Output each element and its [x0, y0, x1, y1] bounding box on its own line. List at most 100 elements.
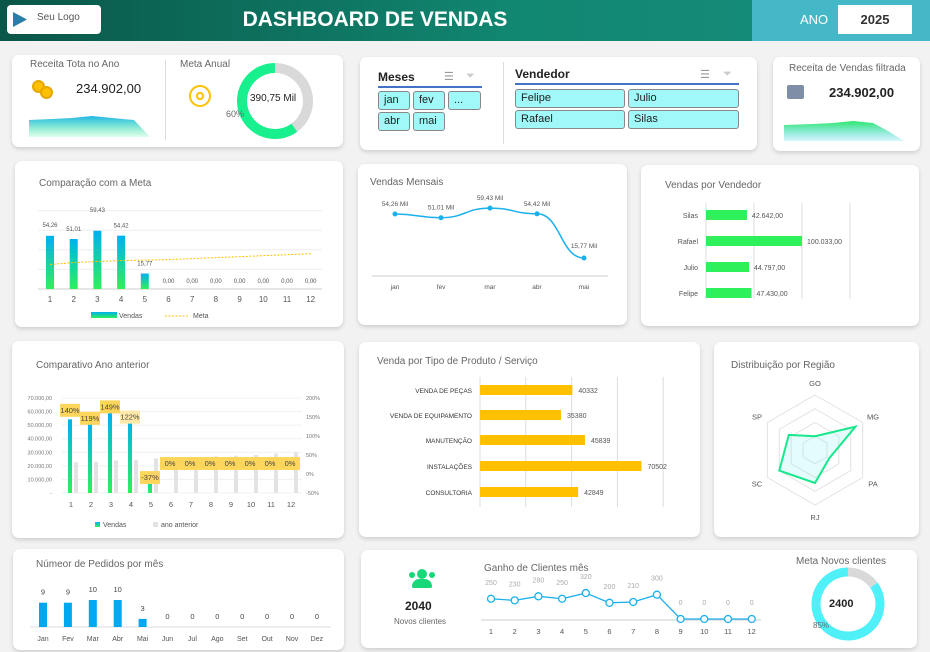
slicer-item-silas[interactable]: Silas — [628, 110, 739, 129]
data-label: 15,77 — [137, 262, 153, 268]
pct-label: 0% — [245, 459, 256, 468]
slicer-vendedor-title: Vendedor — [515, 67, 739, 85]
bar-ano-anterior — [194, 457, 198, 493]
bar-ano-anterior — [94, 461, 98, 493]
x-tick-label: 9 — [679, 627, 683, 636]
x-tick-label: 4 — [129, 500, 133, 509]
data-label: 0 — [290, 612, 294, 621]
slicer-item-fev[interactable]: fev — [413, 91, 445, 110]
axis-label: SC — [752, 480, 763, 489]
header-bar — [0, 0, 752, 41]
data-label: 0,00 — [257, 279, 269, 285]
bar-vendas — [46, 235, 54, 289]
data-label: 40332 — [578, 388, 598, 395]
axis-label: SP — [752, 413, 762, 422]
y2-tick-label: 100% — [306, 434, 320, 440]
slicer-item-jan[interactable]: jan — [378, 91, 410, 110]
bar — [88, 600, 97, 627]
bar-vendas — [140, 273, 149, 289]
data-label: 9 — [41, 588, 45, 597]
bar — [480, 385, 573, 395]
axis-label: GO — [809, 379, 821, 388]
data-label: 100.033,00 — [807, 239, 842, 246]
slicer-item-abr[interactable]: abr — [378, 112, 410, 131]
y-tick-label: 20.000,00 — [28, 464, 52, 470]
data-label: 54,26 Mil — [382, 201, 409, 208]
kpi-filtrada-value: 234.902,00 — [829, 85, 895, 100]
y-tick-label: Felipe — [679, 291, 698, 298]
card-vendas-mensais: Vendas Mensais 54,26 Mil jan 51,01 Mil fev 5… — [358, 164, 627, 325]
data-point — [392, 211, 398, 217]
clear-filter-icon[interactable]: ⏷ — [466, 70, 475, 82]
data-label: 54,42 — [114, 224, 130, 230]
multi-select-icon[interactable]: ☰ — [444, 71, 454, 83]
users-icon — [409, 569, 435, 589]
data-label: 0,00 — [186, 279, 198, 285]
kpi-filtrada-sparkline — [784, 121, 904, 141]
axis-label: PA — [868, 480, 877, 489]
year-input[interactable]: 2025 — [838, 5, 912, 34]
chart-title: Vendas Mensais — [370, 177, 444, 188]
data-label: 200 — [604, 584, 616, 591]
pct-label: 0% — [285, 459, 296, 468]
y-tick-label: Silas — [683, 213, 699, 220]
x-tick-label: mar — [484, 284, 496, 291]
kpi-card-filtrada: Receita de Vendas filtrada 234.902,00 — [773, 57, 920, 151]
legend-swatch-ano-anterior — [153, 522, 158, 527]
bar-ano-anterior — [294, 452, 298, 493]
slicer-item-rafael[interactable]: Rafael — [515, 110, 625, 129]
x-tick-label: 11 — [724, 627, 732, 636]
chart-comparacao-meta: 54,26 1 51,01 2 59,43 3 54,42 4 15,77 5 0,00 6 0,00 7… — [38, 208, 322, 320]
bar — [480, 410, 562, 420]
slicer-item-mai[interactable]: mai — [413, 112, 445, 131]
y-tick-label: 10.000,00 — [28, 477, 52, 483]
x-tick-label: Nov — [286, 636, 299, 643]
donut-progress-arc — [811, 567, 885, 641]
x-tick-label: Out — [261, 636, 272, 643]
y-tick-label: MANUTENÇÃO — [426, 436, 472, 445]
data-point — [747, 614, 756, 624]
bar-vendas — [69, 239, 78, 289]
radar-ring — [766, 394, 864, 506]
y-tick-label: 50.000,00 — [28, 423, 52, 429]
data-label: 47.430,00 — [757, 291, 788, 298]
y-tick-label: 60.000,00 — [28, 410, 52, 416]
slicer-item-more[interactable]: ... — [448, 91, 481, 110]
bar — [706, 288, 752, 298]
data-point — [486, 594, 496, 603]
bar — [138, 618, 147, 627]
multi-select-icon[interactable]: ☰ — [700, 69, 710, 81]
clear-filter-icon[interactable]: ⏷ — [723, 68, 732, 80]
data-label: 0 — [240, 612, 244, 621]
slicer-item-julio[interactable]: Julio — [628, 89, 739, 108]
bar — [480, 487, 579, 497]
legend-swatch-vendas — [91, 312, 117, 318]
kpi-meta-title: Meta Anual — [180, 59, 231, 70]
bar — [113, 600, 122, 627]
meta-anual-donut — [237, 63, 313, 139]
data-label: 0 — [726, 600, 730, 607]
data-label: 0,00 — [281, 279, 293, 285]
meta-clientes-title: Meta Novos clientes — [796, 556, 887, 567]
data-label: 250 — [556, 580, 568, 587]
slicer-item-felipe[interactable]: Felipe — [515, 89, 625, 108]
data-label: 51,01 — [66, 227, 82, 233]
x-tick-label: 2 — [89, 500, 93, 509]
data-label: 250 — [485, 580, 497, 587]
y-tick-label: 30.000,00 — [28, 450, 52, 456]
chart-title: Vendas por Vendedor — [665, 180, 762, 191]
data-point — [723, 614, 733, 624]
bar-ano-anterior — [214, 456, 218, 493]
bar-ano-anterior — [274, 453, 278, 493]
data-point — [629, 597, 638, 607]
y2-tick-label: 50% — [306, 453, 317, 459]
x-tick-label: mai — [579, 284, 589, 291]
donut-progress-arc — [237, 63, 298, 139]
x-tick-label: 5 — [149, 500, 153, 509]
data-label: 35380 — [567, 413, 587, 420]
slicers-card: Meses ☰ ⏷ jan fev ... abr mai Vendedor ☰… — [360, 57, 757, 150]
pct-label-box — [80, 411, 100, 425]
y-tick-label: CONSULTORIA — [426, 490, 473, 497]
clientes-label: Novos clientes — [394, 617, 447, 626]
y2-tick-label: -50% — [306, 491, 319, 497]
